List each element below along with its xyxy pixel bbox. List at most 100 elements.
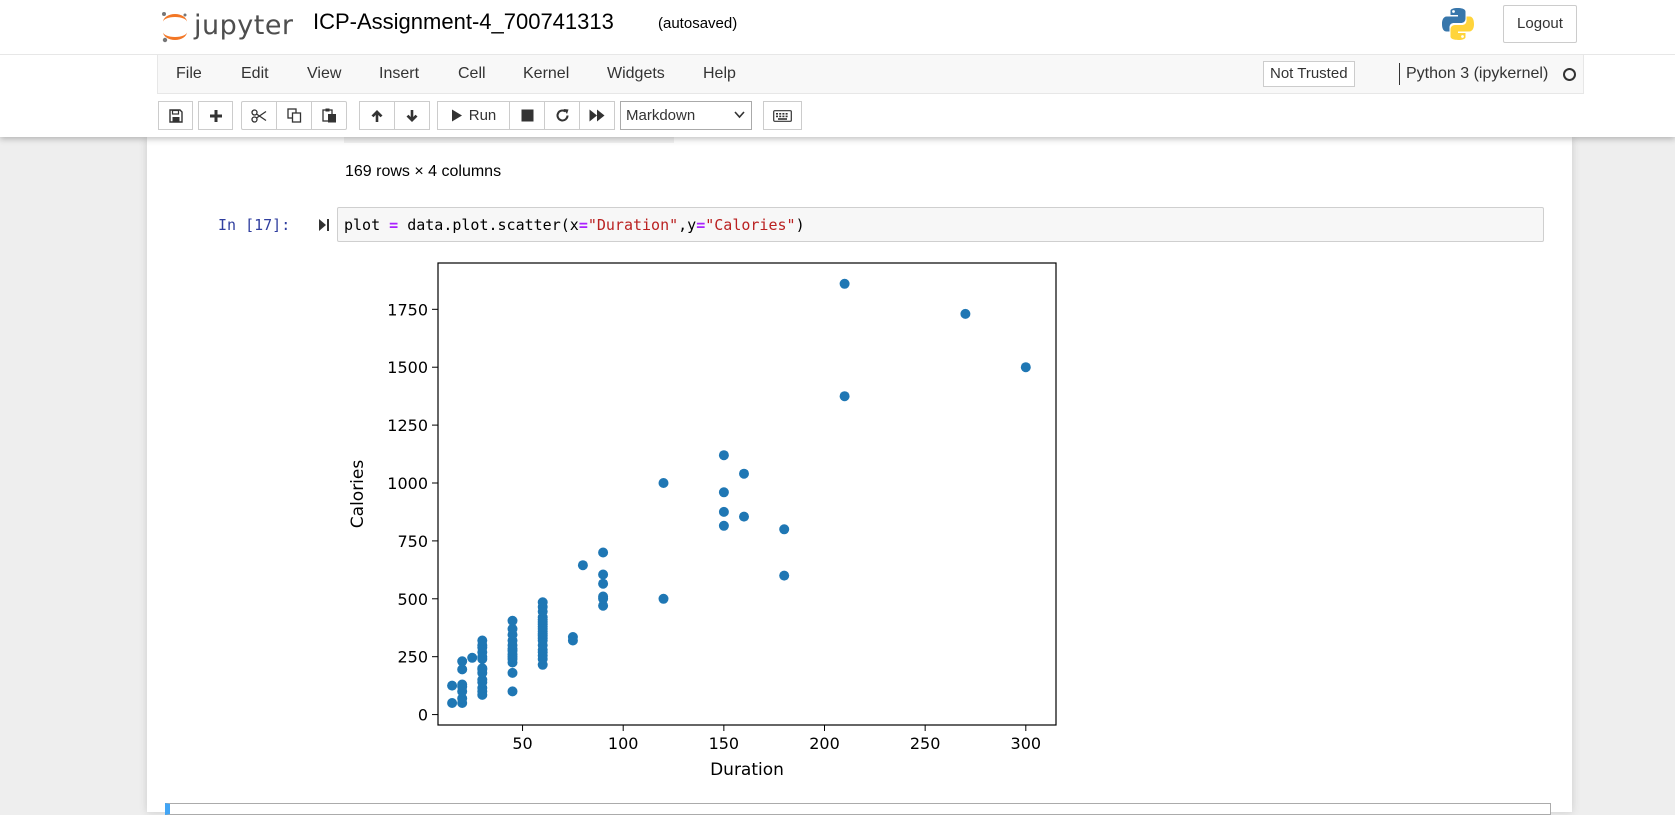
x-tick-label: 100	[608, 734, 639, 753]
menu-view[interactable]: View	[307, 65, 342, 82]
menu-help[interactable]: Help	[703, 65, 736, 82]
kernel-name[interactable]: Python 3 (ipykernel)	[1406, 65, 1549, 82]
plus-icon	[209, 109, 222, 122]
data-point	[1020, 362, 1031, 373]
data-point	[718, 520, 729, 531]
data-point	[718, 450, 729, 461]
data-point	[739, 511, 749, 522]
cell-type-select[interactable]: Markdown	[620, 101, 752, 130]
data-point	[960, 308, 971, 319]
data-point	[577, 560, 588, 571]
menu-kernel[interactable]: Kernel	[523, 65, 570, 82]
y-tick-label: 750	[397, 532, 428, 551]
data-point	[718, 487, 729, 498]
copy-button[interactable]	[276, 101, 312, 130]
not-trusted-badge[interactable]: Not Trusted	[1263, 61, 1355, 87]
y-tick-label: 1500	[387, 358, 428, 377]
data-point	[658, 478, 669, 488]
x-tick-label: 300	[1011, 734, 1042, 753]
x-tick-label: 200	[809, 734, 840, 753]
command-palette-button[interactable]	[763, 101, 802, 130]
arrow-down-icon	[406, 109, 418, 122]
logout-button[interactable]: Logout	[1503, 5, 1577, 43]
notebook-title[interactable]: ICP-Assignment-4_700741313	[313, 9, 614, 34]
move-down-button[interactable]	[394, 101, 430, 130]
jupyter-logo-icon	[162, 12, 187, 43]
chevron-down-icon	[734, 111, 745, 119]
data-point	[457, 693, 468, 704]
data-point	[507, 686, 518, 697]
y-tick-label: 1750	[387, 300, 428, 319]
interrupt-button[interactable]	[509, 101, 545, 130]
code-token: )	[795, 216, 805, 234]
cell-type-value: Markdown	[626, 107, 696, 124]
restart-button[interactable]	[544, 101, 580, 130]
stop-icon	[521, 109, 533, 122]
data-point	[839, 278, 850, 289]
keyboard-icon	[773, 109, 792, 122]
data-point	[598, 547, 609, 558]
play-icon	[451, 109, 462, 122]
menu-insert[interactable]: Insert	[379, 65, 420, 82]
data-point	[477, 635, 488, 646]
menubar: File Edit View Insert Cell Kernel Widget…	[157, 55, 1584, 94]
menu-edit[interactable]: Edit	[241, 65, 269, 82]
run-cell-icon[interactable]	[318, 218, 330, 232]
code-string: "Calories"	[705, 216, 796, 234]
data-point	[447, 680, 458, 691]
code-token: ,y	[678, 216, 697, 234]
code-string: "Duration"	[587, 216, 679, 234]
data-point	[598, 578, 609, 589]
data-point	[507, 623, 518, 634]
jupyter-logo[interactable]: jupyter	[160, 6, 300, 46]
data-point	[457, 664, 468, 675]
y-tick-label: 1000	[387, 474, 428, 493]
save-icon	[168, 108, 183, 123]
restart-run-all-button[interactable]	[579, 101, 615, 130]
code-token: data.plot.scatter(x	[398, 216, 579, 234]
data-point	[467, 652, 478, 663]
x-tick-label: 150	[709, 734, 740, 753]
code-input[interactable]: plot = data.plot.scatter(x="Duration",y=…	[337, 207, 1544, 242]
axes-frame	[437, 262, 1057, 726]
data-point	[718, 506, 729, 517]
x-axis-label: Duration	[710, 760, 784, 780]
code-operator: =	[578, 216, 588, 234]
code-operator: =	[696, 216, 706, 234]
data-point	[658, 593, 669, 604]
restart-icon	[556, 109, 568, 122]
data-point	[457, 679, 468, 690]
data-point	[507, 667, 518, 678]
x-tick-label: 50	[512, 734, 532, 753]
autosave-status: (autosaved)	[658, 15, 738, 32]
paste-button[interactable]	[311, 101, 347, 130]
y-tick-label: 250	[397, 648, 428, 667]
menu-file[interactable]: File	[176, 65, 202, 82]
data-point	[537, 597, 548, 608]
code-token: plot	[344, 216, 390, 234]
run-button[interactable]: Run	[437, 101, 510, 130]
data-point	[477, 663, 488, 674]
y-tick-label: 500	[397, 590, 428, 609]
data-point	[598, 600, 609, 611]
menu-cell[interactable]: Cell	[458, 65, 486, 82]
data-point	[447, 698, 458, 708]
next-cell-selected[interactable]	[165, 803, 1551, 815]
data-point	[739, 468, 749, 479]
data-point	[567, 632, 578, 642]
cut-icon	[251, 108, 267, 123]
save-button[interactable]	[158, 101, 193, 130]
data-point	[507, 615, 518, 626]
cut-button[interactable]	[241, 101, 277, 130]
copy-icon	[286, 108, 301, 123]
insert-cell-button[interactable]	[198, 101, 233, 130]
move-up-button[interactable]	[359, 101, 395, 130]
data-point	[779, 570, 790, 581]
y-tick-label: 1250	[387, 416, 428, 435]
dataframe-shape: 169 rows × 4 columns	[345, 163, 502, 180]
header-top-bar: jupyter ICP-Assignment-4_700741313 (auto…	[0, 0, 1675, 55]
data-point	[457, 656, 468, 667]
menu-widgets[interactable]: Widgets	[607, 65, 665, 82]
fast-forward-icon	[589, 109, 605, 122]
previous-output-table-edge	[344, 137, 674, 143]
